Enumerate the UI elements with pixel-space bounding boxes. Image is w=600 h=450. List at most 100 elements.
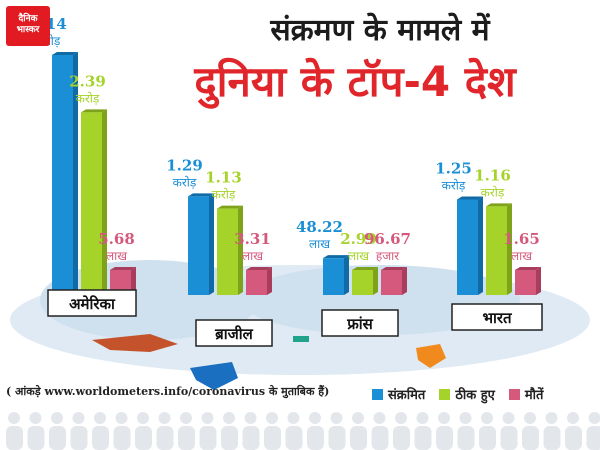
bar-side (536, 267, 541, 295)
bar-2-0 (110, 270, 131, 295)
crowd-body (479, 426, 496, 450)
bar-side (73, 52, 78, 295)
legend-label-recovered: ठीक हुए (455, 388, 495, 403)
crowd-body (457, 426, 475, 450)
legend-label-deaths: मौतें (524, 388, 544, 403)
bar-side (131, 267, 136, 295)
crowd-body (522, 426, 539, 450)
legend-swatch-infected (372, 388, 383, 400)
bar-top (352, 267, 378, 270)
crowd-body (156, 426, 174, 450)
crowd-head (395, 412, 407, 424)
category-label-0: अमेरिका (69, 295, 116, 313)
crowd-body (221, 426, 238, 450)
crowd-body (350, 426, 367, 450)
crowd-body (70, 426, 88, 450)
bar-top (457, 196, 483, 200)
crowd-head (588, 412, 600, 424)
bar-top (81, 109, 107, 113)
crowd-head (72, 412, 85, 424)
crowd-head (309, 412, 321, 424)
crowd-body (500, 426, 518, 450)
crowd-body (586, 426, 600, 450)
bar-top (110, 267, 136, 270)
crowd-head (416, 412, 429, 424)
crowd-body (307, 426, 324, 450)
legend-item-infected: संक्रमित (372, 385, 425, 403)
unit-label-1-0: करोड़ (76, 91, 100, 105)
bar-top (52, 52, 78, 55)
bar-side (344, 255, 349, 295)
crowd-head (481, 412, 493, 424)
crowd-head (524, 412, 536, 424)
crowd-body (565, 426, 582, 450)
bar-1-1 (217, 208, 238, 295)
crowd-head (115, 412, 128, 424)
bar-1-0 (81, 112, 102, 295)
bar-side (402, 267, 407, 295)
crowd-head (330, 412, 343, 424)
bar-side (507, 203, 512, 295)
crowd-head (373, 412, 386, 424)
value-label-0-3: 1.25 (435, 159, 472, 177)
bar-2-3 (515, 270, 536, 295)
crowd-body (371, 426, 389, 450)
brand-logo: दैनिक भास्कर (6, 6, 50, 46)
bar-side (478, 196, 483, 295)
bar-side (209, 193, 214, 295)
bar-top (323, 255, 349, 259)
value-label-2-0: 5.68 (98, 230, 135, 248)
crowd-body (328, 426, 346, 450)
bar-top (217, 205, 243, 209)
value-label-0-1: 1.29 (166, 156, 203, 174)
bar-0-3 (457, 199, 478, 295)
crowd-body (436, 426, 453, 450)
bar-0-2 (323, 258, 344, 295)
bar-0-1 (188, 196, 209, 295)
crowd-head (223, 412, 235, 424)
value-label-2-3: 1.65 (503, 230, 540, 248)
bar-2-1 (246, 270, 267, 295)
map-india (416, 344, 446, 368)
crowd-body (135, 426, 152, 450)
chart-title-line-2: दुनिया के टॉप-4 देश (194, 57, 516, 106)
value-label-1-1: 1.13 (205, 169, 242, 187)
crowd-body (543, 426, 561, 450)
bar-top (381, 267, 407, 270)
crowd-body (264, 426, 281, 450)
bar-2-2 (381, 270, 402, 295)
logo-line-2: भास्कर (16, 25, 40, 35)
crowd-body (92, 426, 109, 450)
value-label-2-1: 3.31 (234, 230, 271, 248)
map-france (293, 336, 309, 342)
crowd-head (158, 412, 171, 424)
source-note: ( आंकड़े www.worldometers.info/coronavir… (6, 385, 330, 398)
bar-top (246, 267, 272, 270)
crowd-head (352, 412, 364, 424)
crowd-body (285, 426, 303, 450)
crowd-head (545, 412, 558, 424)
crowd-head (51, 412, 63, 424)
bar-top (486, 203, 512, 207)
crowd-head (502, 412, 515, 424)
category-label-1: ब्राजील (214, 325, 253, 343)
crowd-body (414, 426, 432, 450)
crowd-head (180, 412, 192, 424)
crowd-body (393, 426, 410, 450)
category-label-3: भारत (482, 309, 513, 327)
crowd-head (8, 412, 20, 424)
legend-swatch-recovered (439, 388, 451, 400)
crowd-head (29, 412, 42, 424)
crowd-body (6, 426, 23, 450)
map-usa (92, 334, 178, 352)
unit-label-1-3: करोड़ (481, 185, 505, 199)
unit-label-2-2: हजार (376, 249, 400, 263)
map-brazil (190, 362, 238, 390)
logo-line-1: दैनिक (18, 14, 38, 24)
bar-side (373, 267, 378, 295)
value-label-1-0: 2.39 (69, 72, 106, 90)
unit-label-0-1: करोड़ (173, 175, 197, 189)
crowd-body (178, 426, 195, 450)
bar-top (515, 267, 541, 270)
